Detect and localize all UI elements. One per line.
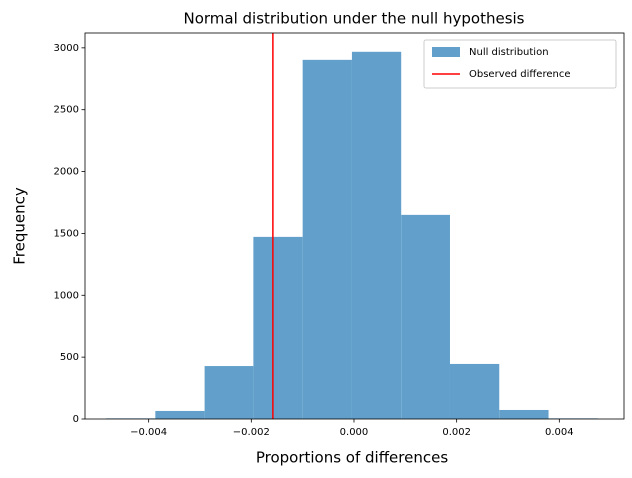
y-tick-label: 2500 [54, 105, 79, 116]
y-tick-label: 500 [60, 352, 79, 363]
x-tick-label: −0.002 [233, 427, 270, 438]
axes-frame [84, 32, 625, 420]
legend-box [423, 39, 617, 89]
x-tick-label: −0.004 [130, 427, 167, 438]
bar [401, 214, 450, 419]
legend-swatch [432, 47, 460, 57]
y-axis-label: Frequency [11, 187, 29, 265]
chart-title: Normal distribution under the null hypot… [184, 10, 525, 28]
legend-label: Null distribution [469, 47, 549, 58]
bar [351, 51, 402, 420]
bar [499, 409, 549, 419]
x-tick-label: 0.004 [545, 427, 574, 438]
bar [253, 236, 303, 419]
y-tick-label: 1000 [54, 290, 79, 301]
x-axis-label: Proportions of differences [256, 449, 449, 467]
y-tick-label: 0 [73, 414, 79, 425]
legend-label: Observed difference [469, 69, 571, 80]
bar [155, 410, 205, 419]
x-tick-label: 0.000 [340, 427, 369, 438]
y-tick-label: 2000 [54, 167, 79, 178]
y-tick-label: 3000 [54, 43, 79, 54]
y-tick-label: 1500 [54, 228, 79, 239]
bar [302, 59, 352, 419]
bar [204, 366, 254, 419]
x-tick-label: 0.002 [442, 427, 471, 438]
bar [449, 363, 500, 419]
